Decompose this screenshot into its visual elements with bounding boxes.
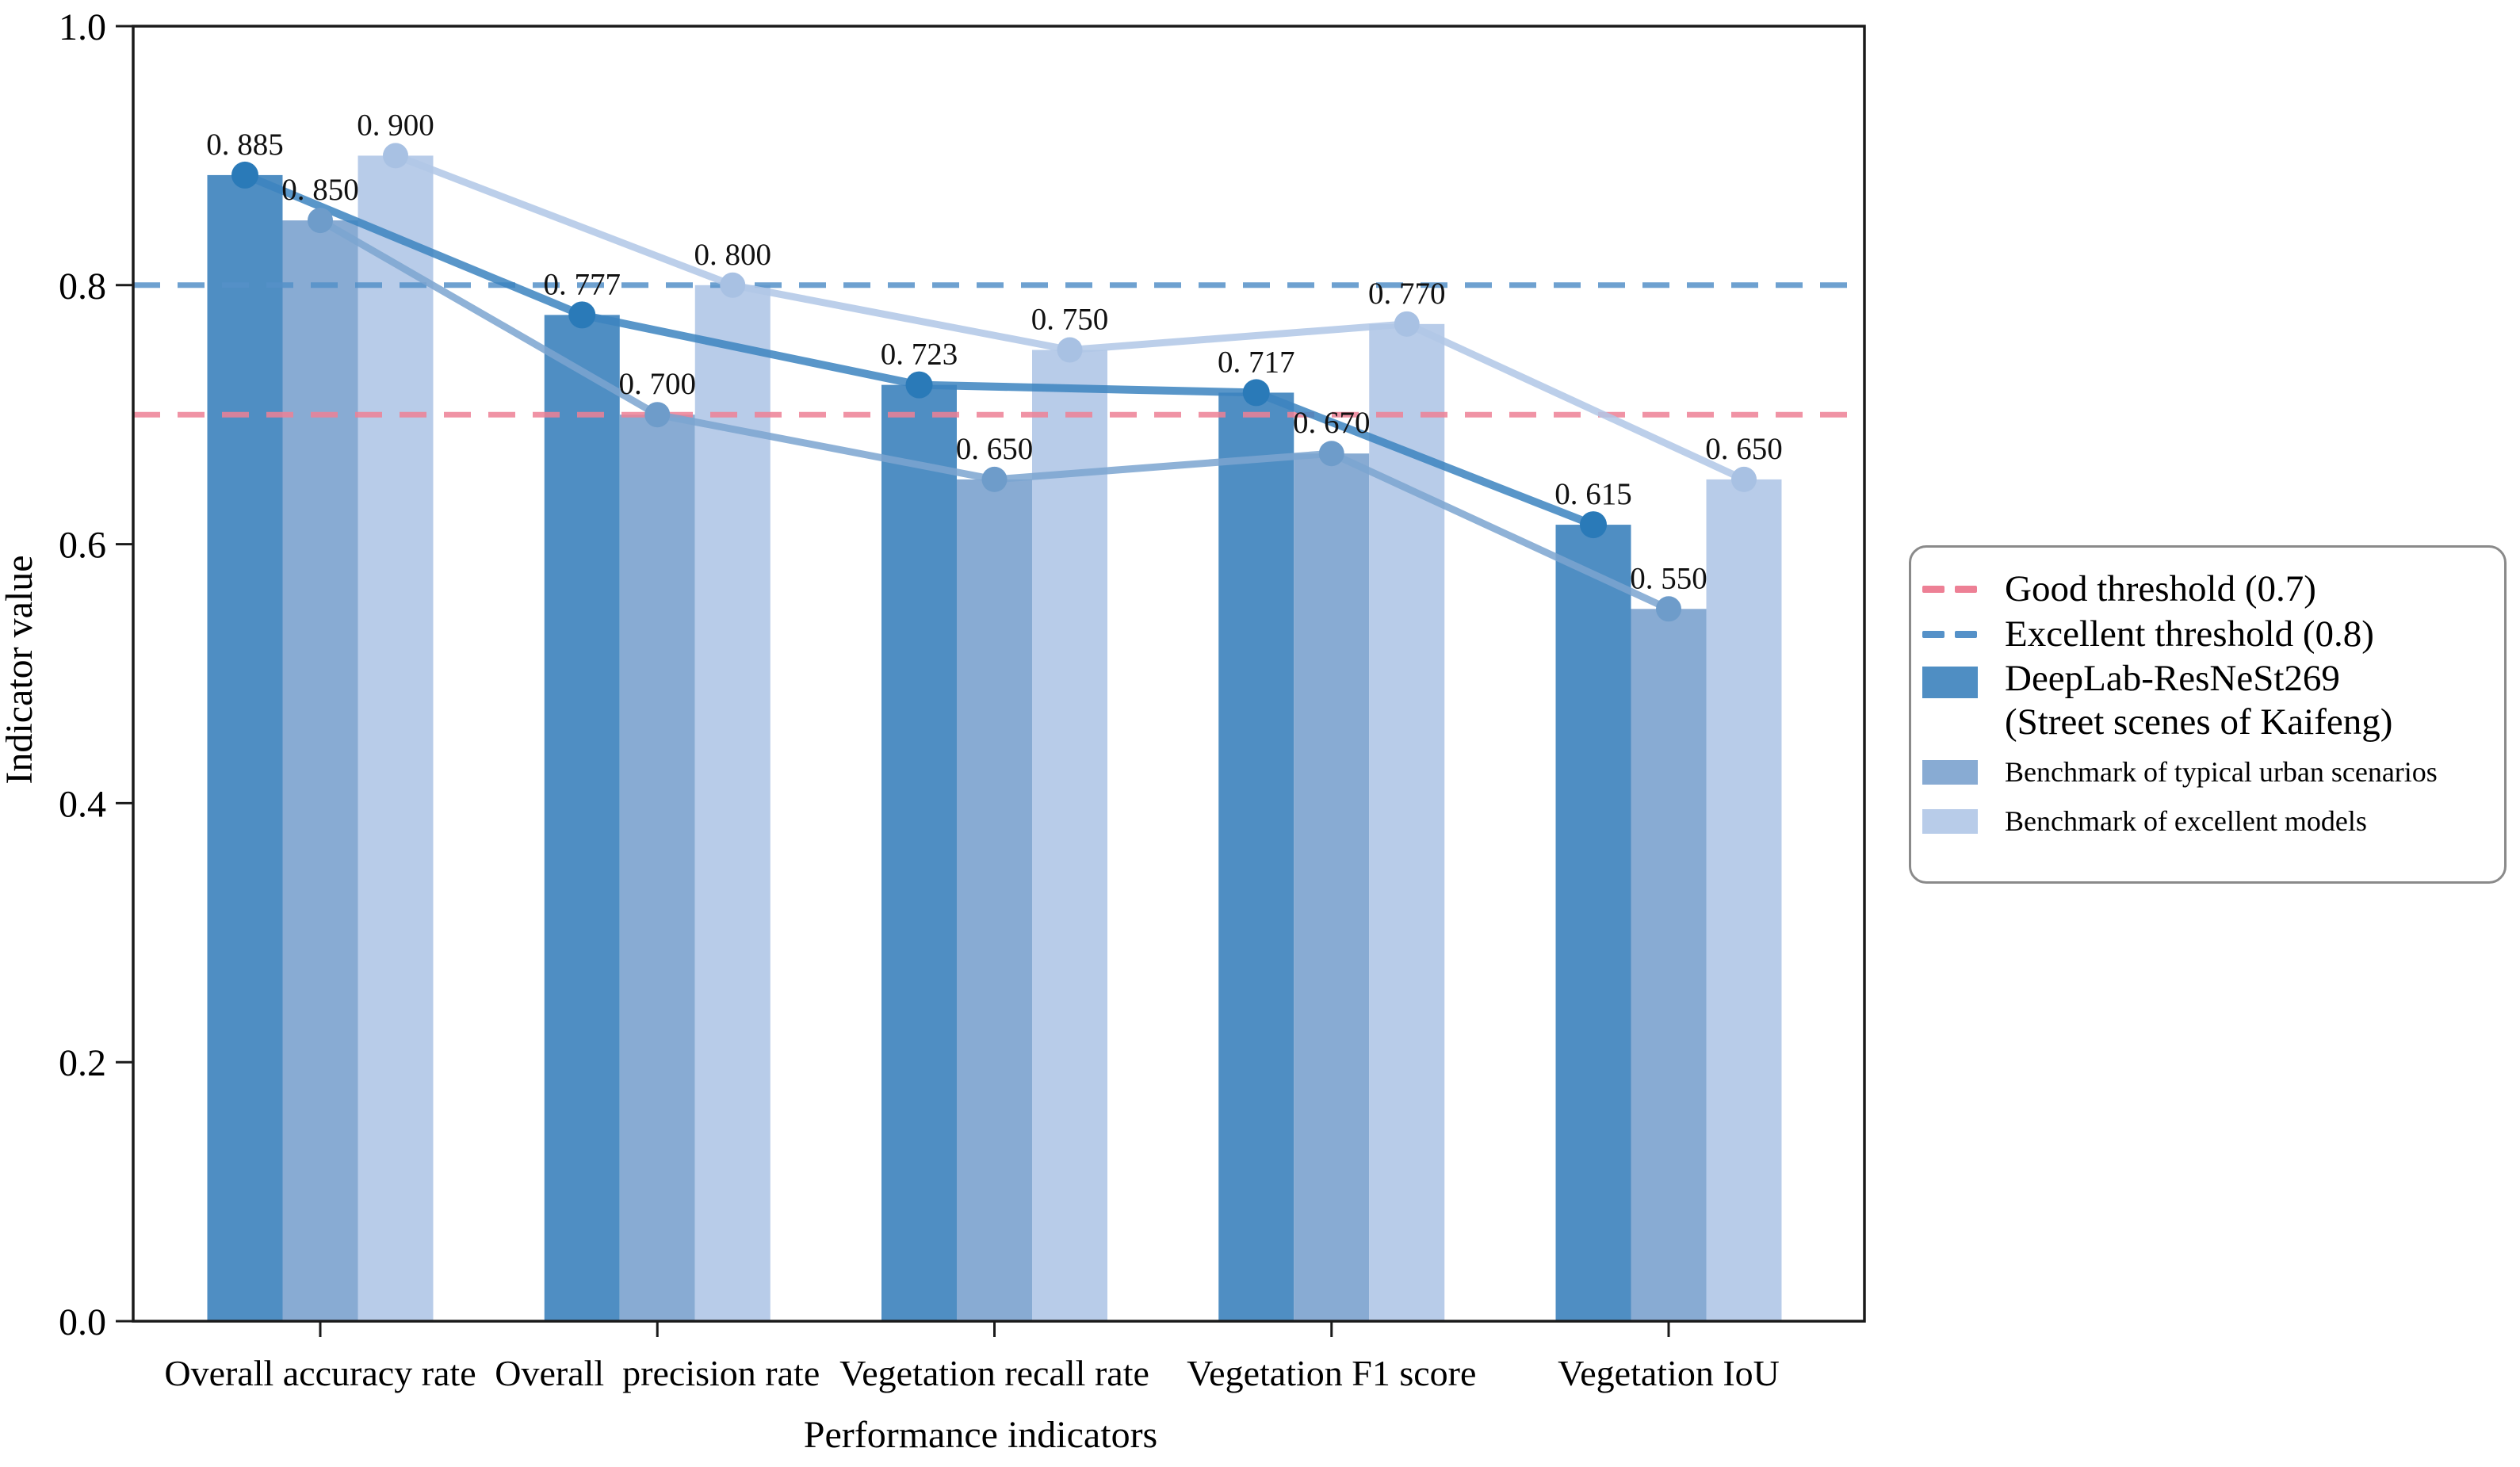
bar xyxy=(1218,392,1294,1321)
value-label: 0. 717 xyxy=(1218,345,1295,379)
value-label: 0. 615 xyxy=(1554,477,1632,511)
value-labels-layer: 0. 885 0. 777 0. 723 0. 717 0. 615 0. 850 0. 7… xyxy=(206,108,1783,595)
value-label: 0. 800 xyxy=(694,238,772,272)
legend: Good threshold (0.7) Excellent threshold … xyxy=(1909,545,2507,884)
x-tick-label: Overall accuracy rate xyxy=(164,1353,476,1393)
data-point-marker xyxy=(231,161,258,189)
bar xyxy=(282,220,358,1322)
data-point-marker xyxy=(1242,379,1270,407)
value-label: 0. 850 xyxy=(281,173,359,207)
legend-rect-swatch xyxy=(1922,808,1978,834)
legend-rect-swatch xyxy=(1922,759,1978,785)
bars-layer xyxy=(207,155,1782,1322)
plot-border xyxy=(132,25,1866,1323)
x-axis-title: Performance indicators xyxy=(804,1414,1157,1456)
data-point-marker xyxy=(1318,441,1344,467)
value-label: 0. 550 xyxy=(1630,561,1707,595)
bar xyxy=(881,384,957,1321)
legend-label: Benchmark of excellent models xyxy=(2005,804,2367,837)
data-point-marker xyxy=(383,143,408,169)
legend-dash-swatch xyxy=(1922,631,1978,638)
bar xyxy=(1706,479,1782,1321)
y-axis-title: Indicator value xyxy=(0,555,40,784)
legend-label: Benchmark of typical urban scenarios xyxy=(2005,755,2438,788)
bar xyxy=(957,479,1032,1321)
bar xyxy=(694,285,771,1321)
legend-label: DeepLab-ResNeSt269 (Street scenes of Kaif… xyxy=(2005,658,2393,743)
legend-item: Benchmark of typical urban scenarios xyxy=(1922,747,2488,797)
y-tick-label: 0.6 xyxy=(59,525,106,567)
data-point-marker xyxy=(1394,311,1420,337)
plot-frame xyxy=(132,25,1866,1323)
value-label: 0. 900 xyxy=(357,108,434,142)
data-point-marker xyxy=(1656,596,1681,622)
threshold-lines-layer xyxy=(133,282,1864,418)
y-tick-label: 0.4 xyxy=(59,783,106,825)
bar xyxy=(619,415,695,1322)
data-point-marker xyxy=(644,402,671,428)
x-tick-label: Vegetation F1 score xyxy=(1187,1353,1476,1393)
data-point-marker xyxy=(1580,511,1607,539)
bar xyxy=(207,174,283,1321)
data-point-marker xyxy=(981,466,1008,492)
y-tick-label: 1.0 xyxy=(59,6,106,48)
axis-ticks-layer: 0.0 0.2 0.4 0.6 0.8 1.0 Overall accuracy rate O… xyxy=(59,6,1780,1393)
data-point-marker xyxy=(1731,466,1757,492)
x-tick-label: Overall precision rate xyxy=(495,1353,820,1393)
legend-label: Good threshold (0.7) xyxy=(2005,568,2316,609)
legend-item: Excellent threshold (0.8) xyxy=(1922,612,2488,657)
legend-rect-swatch xyxy=(1922,667,1978,698)
legend-item: DeepLab-ResNeSt269 (Street scenes of Kaif… xyxy=(1922,657,2488,747)
data-point-marker xyxy=(1057,337,1083,363)
bar xyxy=(544,315,620,1322)
value-label: 0. 650 xyxy=(956,432,1034,466)
data-point-marker xyxy=(568,301,596,329)
value-label: 0. 750 xyxy=(1031,303,1109,337)
legend-item: Good threshold (0.7) xyxy=(1922,567,2488,612)
y-tick-label: 0.2 xyxy=(59,1042,106,1084)
value-label: 0. 770 xyxy=(1368,277,1446,311)
value-label: 0. 670 xyxy=(1293,406,1371,440)
bar xyxy=(1631,609,1707,1321)
data-point-marker xyxy=(720,272,746,298)
bar xyxy=(1294,453,1370,1321)
x-tick-label: Vegetation IoU xyxy=(1558,1353,1780,1393)
value-label: 0. 723 xyxy=(881,338,958,372)
legend-label: Excellent threshold (0.8) xyxy=(2005,613,2374,655)
data-point-marker xyxy=(905,371,933,399)
value-label: 0. 777 xyxy=(544,267,621,301)
legend-item: Benchmark of excellent models xyxy=(1922,797,2488,846)
legend-dash-swatch xyxy=(1922,586,1978,593)
bar xyxy=(1555,525,1631,1321)
bar xyxy=(1032,350,1107,1321)
value-label: 0. 650 xyxy=(1705,432,1783,466)
data-point-marker xyxy=(308,208,333,234)
x-tick-label: Vegetation recall rate xyxy=(839,1353,1149,1393)
y-tick-label: 0.8 xyxy=(59,266,106,308)
y-tick-label: 0.0 xyxy=(59,1301,106,1343)
markers-layer xyxy=(231,143,1757,622)
value-label: 0. 700 xyxy=(619,367,697,401)
bar xyxy=(358,155,434,1321)
value-label: 0. 885 xyxy=(206,128,284,162)
